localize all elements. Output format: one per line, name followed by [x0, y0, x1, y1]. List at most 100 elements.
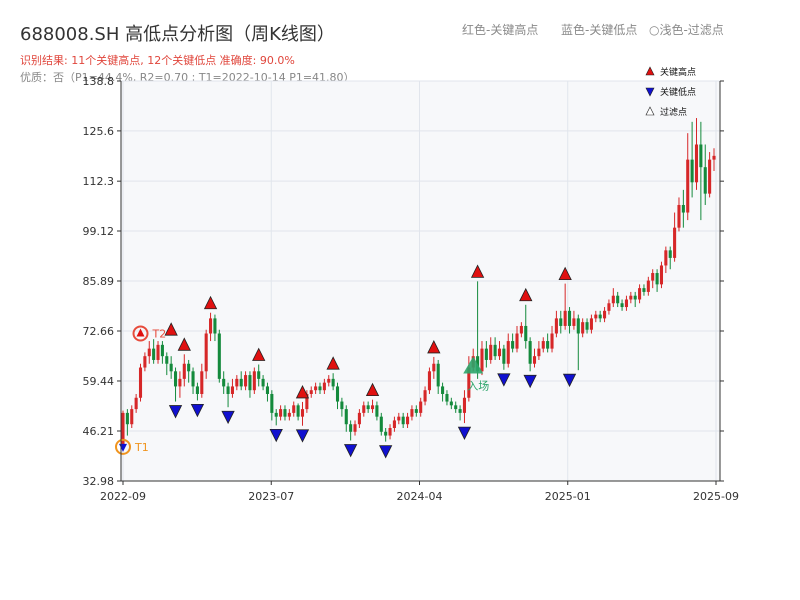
candle-body	[130, 409, 134, 425]
candle-body	[309, 390, 313, 394]
candle-body	[160, 344, 164, 357]
candle-body	[441, 386, 445, 394]
candle-body	[187, 363, 191, 372]
candle-body	[454, 405, 458, 410]
t1-ring	[115, 438, 131, 455]
candle-body	[265, 386, 270, 394]
axes: 32.98 46.21 59.44 72.66 85.89 99.12 112.3 125.6…	[83, 75, 739, 503]
candle-body	[143, 356, 147, 368]
x-tick-label: 2024-04	[397, 490, 443, 503]
candle-body	[664, 250, 668, 266]
legend-filtered-marker	[645, 106, 655, 116]
candle-body	[178, 378, 182, 387]
candle-body	[414, 409, 418, 413]
y-tick-label: 59.44	[83, 375, 115, 388]
candle-body	[397, 416, 401, 421]
y-tick-label: 32.98	[83, 475, 115, 488]
candle-body	[169, 363, 173, 372]
candle-body	[642, 288, 646, 292]
key-high-marker	[252, 347, 266, 361]
candle-body	[252, 371, 256, 391]
candle-body	[296, 405, 300, 417]
candle-body	[274, 412, 278, 417]
key-high-marker	[470, 264, 485, 278]
candle-body	[607, 303, 611, 311]
t2-ring	[132, 325, 149, 342]
candles	[121, 118, 716, 451]
candle-body	[423, 390, 427, 402]
candle-body	[651, 273, 655, 281]
key-low-marker	[168, 405, 183, 419]
candle-body	[138, 367, 143, 398]
x-tick-label: 2025-09	[693, 490, 739, 503]
candle-body	[686, 159, 690, 213]
legend-label: 关键高点	[660, 66, 696, 78]
candle-body	[375, 405, 379, 417]
candle-body	[532, 356, 537, 364]
candle-body	[611, 295, 615, 304]
legend-label: 关键低点	[660, 86, 696, 98]
key-high-marker	[519, 287, 533, 302]
candle-body	[524, 325, 528, 342]
candle-body	[554, 318, 558, 334]
candle-body	[445, 393, 449, 402]
candle-body	[703, 167, 707, 194]
candle-body	[200, 371, 204, 394]
candle-body	[462, 397, 467, 413]
candle-body	[476, 356, 480, 372]
candle-body	[603, 310, 607, 319]
key-low-marker	[497, 373, 511, 387]
candle-body	[344, 409, 348, 425]
candle-body	[616, 295, 620, 304]
candle-body	[550, 333, 554, 349]
candle-body	[690, 159, 694, 183]
x-tick-label: 2025-01	[545, 490, 591, 503]
candle-body	[563, 310, 567, 326]
candle-body	[406, 416, 410, 425]
key-low-marker	[269, 428, 283, 443]
candle-body	[226, 386, 230, 394]
key-high-marker	[164, 322, 178, 336]
candle-body	[624, 299, 628, 308]
candle-body	[708, 159, 712, 194]
candle-body	[401, 416, 405, 425]
candle-body	[659, 265, 664, 285]
candle-body	[152, 348, 156, 360]
candle-body	[335, 386, 340, 402]
candle-body	[349, 424, 353, 432]
y-tick-label: 85.89	[83, 275, 115, 288]
candle-body	[502, 348, 506, 364]
candle-body	[673, 227, 677, 258]
candle-body	[668, 250, 672, 258]
top-legend-filtered: ○浅色-过滤点	[649, 23, 724, 37]
x-tick-label: 2023-07	[248, 490, 294, 503]
key-point-markers: T1 T2 入场	[115, 264, 577, 459]
candle-body	[519, 325, 523, 334]
candle-body	[515, 333, 519, 349]
t2-label: T2	[152, 328, 167, 341]
key-low-marker	[457, 426, 472, 440]
candle-body	[370, 405, 375, 410]
candle-body	[204, 333, 208, 372]
candle-body	[699, 144, 703, 168]
candle-body	[388, 428, 392, 436]
candle-body	[493, 344, 497, 357]
candle-body	[357, 412, 361, 425]
candle-body	[449, 401, 453, 406]
candle-body	[419, 401, 423, 413]
candle-body	[410, 409, 414, 417]
candle-body	[182, 363, 186, 379]
key-low-marker	[221, 410, 235, 425]
candle-body	[353, 424, 357, 432]
candle-body	[156, 344, 160, 360]
key-low-marker	[343, 444, 358, 458]
candle-body	[125, 412, 129, 425]
candle-body	[511, 341, 515, 349]
key-high-marker	[203, 295, 218, 310]
candle-body	[546, 341, 550, 349]
candle-body	[379, 416, 383, 432]
y-tick-label: 112.3	[83, 175, 115, 188]
key-low-marker	[295, 429, 310, 443]
candle-body	[300, 409, 305, 417]
